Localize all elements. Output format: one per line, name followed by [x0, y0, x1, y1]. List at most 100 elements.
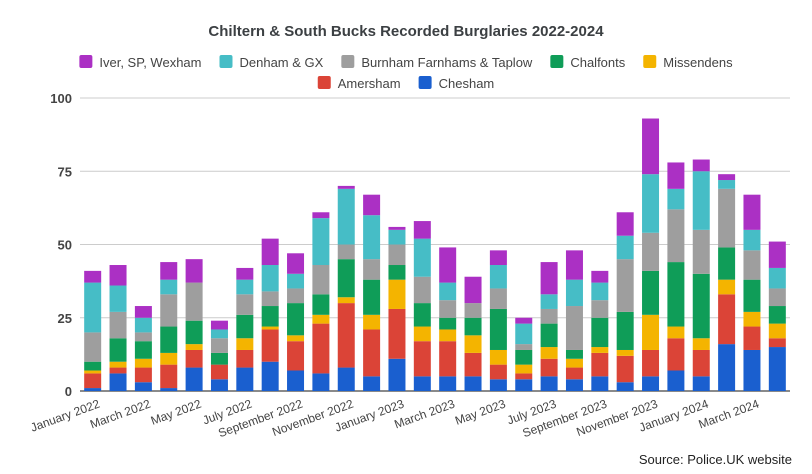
- bar-segment: [743, 194, 761, 230]
- bar-segment: [464, 303, 482, 318]
- bar-segment: [439, 247, 457, 283]
- legend-swatch: [418, 76, 432, 89]
- bar-segment: [515, 373, 533, 380]
- bar-segment: [261, 306, 279, 327]
- bar-segment: [388, 358, 406, 391]
- bar-segment: [210, 329, 228, 339]
- bar-segment: [312, 218, 330, 266]
- bar-segment: [642, 270, 660, 315]
- bar-segment: [515, 323, 533, 345]
- bar-segment: [109, 311, 127, 339]
- bar-segment: [642, 232, 660, 271]
- bar-segment: [743, 229, 761, 251]
- bar-segment: [287, 288, 305, 304]
- legend-label: Chesham: [439, 76, 495, 91]
- bar-segment: [565, 279, 583, 307]
- bar-segment: [718, 174, 736, 181]
- bar-segment: [591, 270, 609, 283]
- bar-segment: [210, 364, 228, 380]
- bar-segment: [312, 212, 330, 219]
- bar-segment: [692, 229, 710, 274]
- bar-segment: [337, 303, 355, 368]
- bars: [84, 118, 786, 391]
- legend-label: Missendens: [663, 55, 733, 70]
- bar-segment: [134, 367, 152, 383]
- bar-segment: [591, 300, 609, 318]
- bar-segment: [743, 279, 761, 312]
- bar-segment: [287, 335, 305, 342]
- bar-segment: [109, 361, 127, 368]
- bar-segment: [768, 267, 786, 289]
- bar-segment: [718, 188, 736, 248]
- bar-segment: [210, 379, 228, 391]
- bar-segment: [718, 247, 736, 280]
- bar-segment: [84, 370, 102, 374]
- bar-segment: [413, 376, 431, 391]
- bar-segment: [109, 285, 127, 312]
- bar-segment: [515, 364, 533, 374]
- bar-segment: [160, 262, 178, 280]
- bar-segment: [743, 311, 761, 327]
- bar-segment: [84, 270, 102, 283]
- bar-segment: [312, 373, 330, 391]
- bar-segment: [337, 188, 355, 245]
- bar-segment: [667, 326, 685, 339]
- legend-swatch: [219, 55, 233, 68]
- bar-segment: [210, 320, 228, 330]
- bar-segment: [692, 349, 710, 377]
- bar-segment: [591, 376, 609, 391]
- bar-segment: [287, 253, 305, 274]
- bar-segment: [134, 306, 152, 318]
- bar-segment: [439, 317, 457, 330]
- bar-segment: [287, 273, 305, 289]
- bar-segment: [160, 364, 178, 389]
- bar-segment: [565, 367, 583, 380]
- bar-segment: [768, 241, 786, 268]
- bar-segment: [464, 352, 482, 377]
- bar-segment: [185, 320, 203, 345]
- bar-segment: [464, 376, 482, 391]
- chart-title: Chiltern & South Bucks Recorded Burglari…: [208, 23, 604, 40]
- bar-segment: [388, 308, 406, 359]
- bar-segment: [591, 347, 609, 353]
- bar-segment: [109, 373, 127, 391]
- bar-segment: [540, 294, 558, 309]
- bar-segment: [515, 344, 533, 350]
- bar-segment: [134, 358, 152, 368]
- bar-segment: [540, 376, 558, 391]
- bar-segment: [616, 382, 634, 391]
- bar-segment: [489, 250, 507, 266]
- bar-segment: [718, 180, 736, 189]
- bar-segment: [692, 171, 710, 230]
- bar-segment: [363, 314, 381, 330]
- bar-segment: [667, 338, 685, 371]
- bar-segment: [464, 335, 482, 353]
- bar-segment: [591, 352, 609, 377]
- bar-segment: [185, 259, 203, 283]
- bar-segment: [236, 349, 254, 368]
- bar-segment: [667, 188, 685, 210]
- bar-segment: [591, 317, 609, 348]
- bar-segment: [616, 355, 634, 383]
- bar-segment: [439, 282, 457, 301]
- bar-segment: [768, 347, 786, 391]
- bar-segment: [388, 229, 406, 245]
- bar-segment: [261, 361, 279, 391]
- legend-swatch: [79, 55, 93, 68]
- bar-segment: [84, 332, 102, 362]
- source-note: Source: Police.UK website: [639, 452, 792, 467]
- legend-label: Denham & GX: [239, 55, 323, 70]
- bar-segment: [565, 250, 583, 280]
- bar-segment: [236, 294, 254, 315]
- bar-segment: [616, 259, 634, 312]
- bar-segment: [84, 282, 102, 333]
- bar-segment: [337, 297, 355, 304]
- bar-segment: [464, 317, 482, 336]
- bar-segment: [261, 329, 279, 362]
- bar-segment: [261, 326, 279, 330]
- bar-segment: [540, 262, 558, 295]
- bar-segment: [718, 344, 736, 391]
- bar-segment: [413, 341, 431, 377]
- bar-segment: [540, 308, 558, 324]
